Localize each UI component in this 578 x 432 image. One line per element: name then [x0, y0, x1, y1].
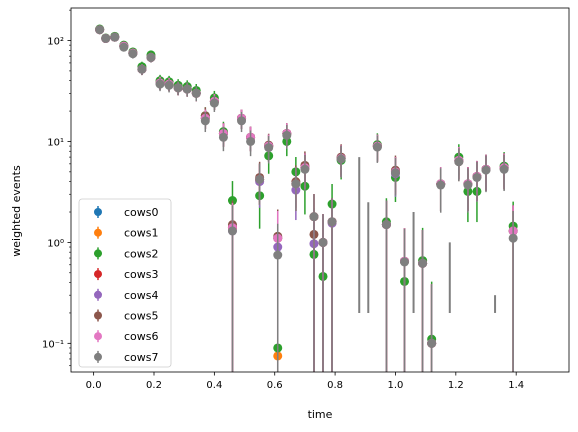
- cows7-point: [146, 52, 156, 62]
- cows7-point: [128, 49, 138, 59]
- cows7-point: [300, 164, 310, 174]
- cows7-point: [200, 116, 210, 126]
- y-tick-label: 10⁰: [47, 238, 64, 249]
- cows7-point: [119, 42, 129, 52]
- legend-label: cows5: [124, 310, 159, 323]
- legend-label: cows4: [124, 289, 159, 302]
- legend-label: cows0: [124, 206, 159, 219]
- cows7-point: [182, 84, 192, 94]
- legend-marker: [94, 332, 102, 341]
- cows7-point: [255, 174, 265, 184]
- cows7-point: [110, 32, 120, 42]
- cows7-point: [309, 212, 319, 222]
- y-tick-label: 10²: [47, 37, 64, 48]
- legend-marker: [94, 352, 102, 361]
- cows7-point: [400, 257, 410, 267]
- cows7-point: [101, 33, 111, 43]
- legend-label: cows7: [124, 351, 159, 364]
- cows7-point: [381, 220, 391, 230]
- legend: cows0 cows1 cows2 cows3 cows4 cows5 cows6 cows7: [78, 198, 172, 368]
- x-tick-label: 0.0: [86, 380, 102, 391]
- cows7-point: [372, 142, 382, 152]
- cows7-point: [173, 83, 183, 93]
- cows7-point: [390, 168, 400, 178]
- legend-marker: [94, 249, 102, 258]
- y-tick-label: 10⁻¹: [42, 339, 64, 350]
- x-tick-label: 0.8: [327, 380, 343, 391]
- cows7-point: [164, 80, 174, 90]
- cows7-point: [481, 165, 491, 175]
- legend-marker: [94, 270, 102, 279]
- cows7-point: [327, 217, 337, 227]
- x-tick-label: 0.6: [267, 380, 283, 391]
- legend-box: [78, 198, 172, 368]
- cows7-point: [237, 116, 247, 126]
- cows7-point: [137, 64, 147, 74]
- cows7-point: [264, 143, 274, 153]
- cows7-point: [209, 98, 219, 108]
- cows7-point: [499, 164, 509, 174]
- cows7-point: [318, 237, 328, 247]
- legend-marker: [94, 228, 102, 237]
- cows7-point: [227, 226, 237, 236]
- cows7-point: [246, 136, 256, 146]
- plot-area: [95, 24, 518, 372]
- legend-marker: [94, 311, 102, 320]
- axes-frame: [70, 7, 570, 373]
- cows7-point: [291, 179, 301, 189]
- x-tick-label: 1.2: [448, 380, 464, 391]
- x-tick-label: 1.0: [388, 380, 404, 391]
- legend-marker: [94, 290, 102, 299]
- cows7-point: [463, 180, 473, 190]
- legend-label: cows3: [124, 268, 159, 281]
- y-tick-label: 10¹: [47, 137, 64, 148]
- cows7-point: [95, 25, 105, 35]
- cows7-point: [508, 233, 518, 243]
- cows7-point: [436, 180, 446, 190]
- cows7-point: [191, 88, 201, 98]
- cows7-point: [427, 338, 437, 348]
- y-axis-label: weighted events: [10, 165, 23, 257]
- legend-label: cows1: [124, 227, 159, 240]
- cows7-point: [273, 250, 283, 260]
- x-axis-label: time: [308, 408, 333, 421]
- x-tick-label: 0.4: [206, 380, 222, 391]
- legend-marker: [94, 208, 102, 216]
- cows7-point: [472, 172, 482, 182]
- legend-label: cows2: [124, 247, 159, 260]
- cows7-point: [218, 132, 228, 142]
- axes: 0.0 0.2 0.4 0.6 0.8 1.0 1.2 1.4 10⁻¹ 10⁰ 10¹ 10²: [42, 7, 570, 391]
- legend-label: cows6: [124, 330, 159, 343]
- cows7-point: [155, 79, 165, 89]
- cows7-point: [282, 130, 292, 140]
- x-tick-label: 1.4: [508, 380, 524, 391]
- x-tick-label: 0.2: [146, 380, 162, 391]
- cows7-point: [336, 154, 346, 164]
- cows7-point: [418, 258, 428, 268]
- cows7-point: [454, 157, 464, 167]
